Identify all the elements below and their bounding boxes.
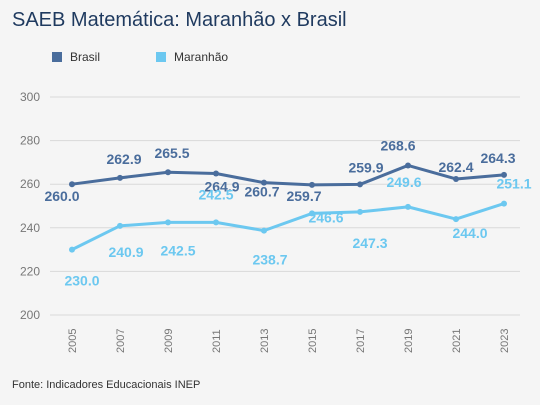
data-point-1-9: [501, 200, 507, 207]
data-point-0-6: [357, 181, 363, 188]
data-point-0-9: [501, 171, 507, 178]
source-note: Fonte: Indicadores Educacionais INEP: [12, 379, 201, 391]
data-point-1-3: [213, 219, 219, 226]
data-label-1-3: 242.5: [198, 186, 233, 202]
data-label-1-8: 244.0: [452, 225, 487, 241]
x-tick-label-2021: 2021: [451, 329, 463, 353]
data-point-0-8: [453, 175, 459, 182]
data-point-1-5: [309, 210, 315, 217]
data-point-0-4: [261, 179, 267, 186]
x-tick-label-2013: 2013: [259, 329, 271, 353]
x-tick-label-2007: 2007: [115, 329, 127, 353]
data-point-1-1: [117, 222, 123, 229]
data-label-1-9: 251.1: [496, 176, 531, 192]
chart-title: SAEB Matemática: Maranhão x Brasil: [12, 9, 347, 31]
data-label-0-6: 259.9: [348, 159, 383, 175]
data-point-1-6: [357, 208, 363, 215]
data-point-1-7: [405, 203, 411, 210]
legend-item-maranhao: Maranhão: [156, 50, 228, 64]
data-label-1-1: 240.9: [108, 244, 143, 260]
data-label-0-1: 262.9: [106, 151, 141, 167]
y-tick-label-220: 220: [20, 264, 40, 278]
data-point-0-1: [117, 174, 123, 181]
series-line-0: [71, 163, 505, 187]
data-label-1-5: 246.6: [308, 209, 343, 225]
data-point-0-3: [213, 170, 219, 177]
data-label-0-7: 268.6: [380, 137, 415, 153]
data-label-0-3: 264.9: [204, 179, 239, 195]
data-label-0-4: 260.7: [244, 184, 279, 200]
x-tick-label-2015: 2015: [307, 329, 319, 353]
y-tick-label-240: 240: [20, 221, 40, 235]
data-label-1-7: 249.6: [386, 174, 421, 190]
legend-swatch-maranhao: [156, 52, 167, 62]
x-tick-label-2019: 2019: [403, 329, 415, 353]
legend-swatch-brasil: [52, 52, 62, 62]
data-point-0-7: [405, 162, 411, 169]
data-point-1-2: [165, 219, 171, 226]
x-tick-label-2023: 2023: [499, 329, 511, 353]
legend: Brasil Maranhão: [52, 50, 284, 64]
data-point-1-4: [261, 227, 267, 234]
data-point-1-8: [453, 216, 459, 223]
legend-item-brasil: Brasil: [52, 50, 100, 64]
y-tick-label-200: 200: [20, 308, 40, 322]
legend-label-maranhao: Maranhão: [174, 50, 229, 64]
data-label-1-2: 242.5: [160, 242, 195, 258]
data-label-0-8: 262.4: [438, 159, 473, 175]
data-label-0-5: 259.7: [286, 188, 321, 204]
series-line-1: [71, 202, 505, 251]
data-label-1-4: 238.7: [252, 252, 287, 268]
y-tick-label-260: 260: [20, 177, 40, 191]
legend-label-brasil: Brasil: [70, 50, 101, 64]
x-tick-label-2017: 2017: [355, 329, 367, 353]
data-label-0-0: 260.0: [44, 188, 79, 204]
data-point-0-0: [69, 181, 75, 188]
data-label-0-9: 264.3: [480, 150, 515, 166]
data-label-0-2: 265.5: [154, 145, 189, 161]
x-tick-label-2009: 2009: [163, 329, 175, 353]
data-point-1-0: [69, 246, 75, 253]
x-tick-label-2005: 2005: [67, 329, 79, 353]
y-tick-label-280: 280: [20, 134, 40, 148]
data-point-0-5: [309, 181, 315, 188]
data-label-1-0: 230.0: [64, 273, 99, 289]
data-label-1-6: 247.3: [352, 235, 387, 251]
data-point-0-2: [165, 169, 171, 176]
x-tick-label-2011: 2011: [211, 329, 223, 353]
y-tick-label-300: 300: [20, 90, 40, 104]
